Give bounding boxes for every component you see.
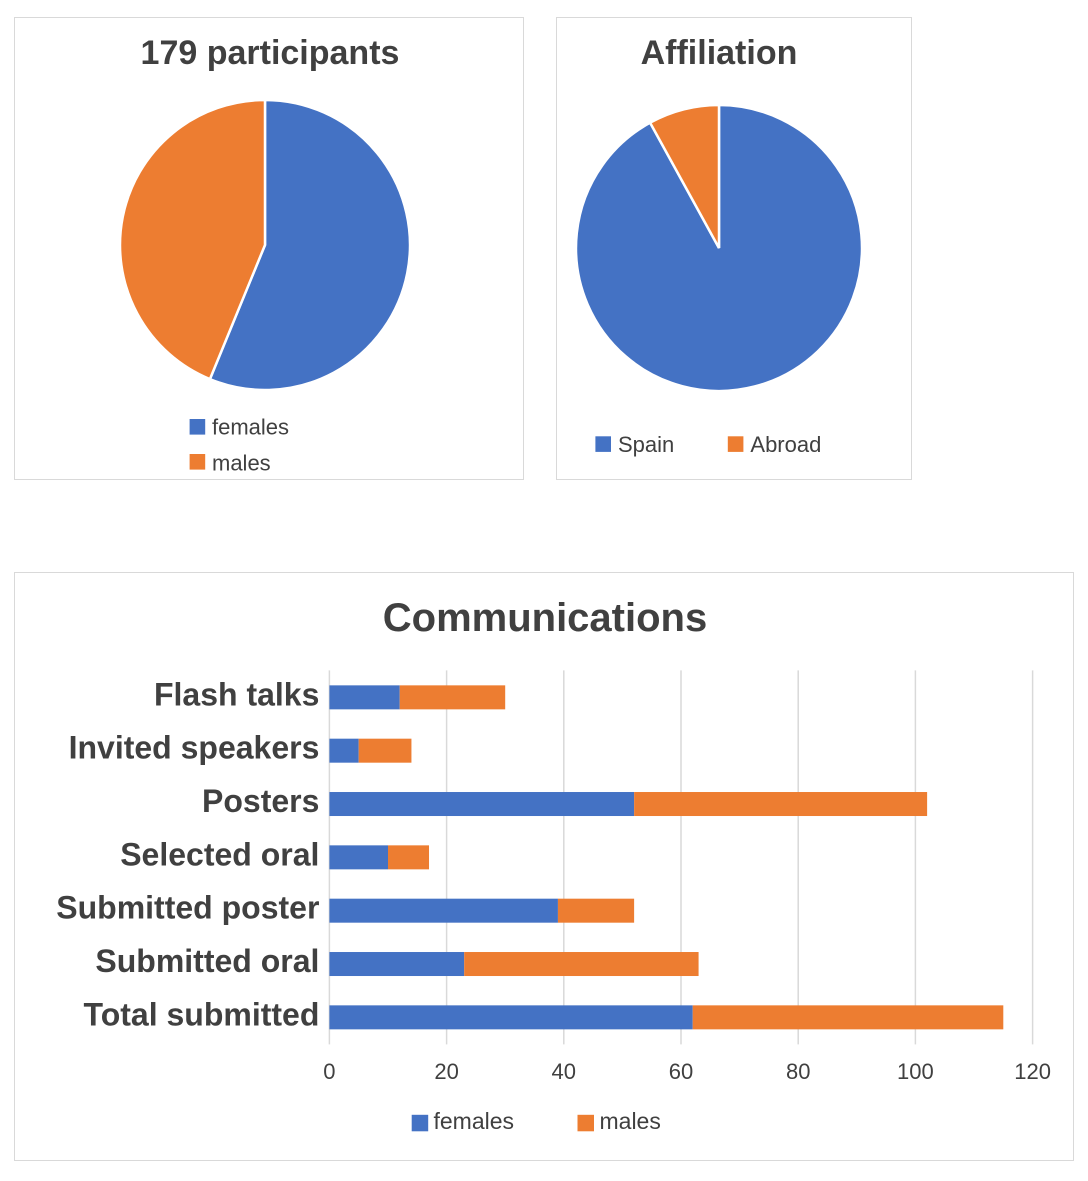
svg-text:Spain: Spain bbox=[618, 432, 674, 457]
svg-text:males: males bbox=[212, 451, 271, 476]
svg-text:Communications: Communications bbox=[383, 596, 707, 640]
svg-text:Submitted poster: Submitted poster bbox=[56, 890, 319, 926]
svg-text:100: 100 bbox=[897, 1059, 934, 1084]
svg-text:Selected oral: Selected oral bbox=[120, 836, 319, 872]
svg-text:Flash talks: Flash talks bbox=[154, 676, 319, 712]
svg-text:40: 40 bbox=[552, 1059, 576, 1084]
svg-text:0: 0 bbox=[323, 1059, 335, 1084]
svg-text:120: 120 bbox=[1014, 1059, 1051, 1084]
svg-text:females: females bbox=[212, 415, 289, 440]
svg-text:Invited speakers: Invited speakers bbox=[69, 730, 320, 766]
svg-text:80: 80 bbox=[786, 1059, 810, 1084]
svg-text:females: females bbox=[434, 1108, 515, 1134]
svg-text:Affiliation: Affiliation bbox=[641, 34, 798, 72]
svg-text:Posters: Posters bbox=[202, 783, 319, 819]
svg-text:males: males bbox=[600, 1108, 661, 1134]
svg-text:179 participants: 179 participants bbox=[141, 34, 400, 72]
svg-text:60: 60 bbox=[669, 1059, 693, 1084]
svg-text:Abroad: Abroad bbox=[750, 432, 821, 457]
svg-text:20: 20 bbox=[434, 1059, 458, 1084]
svg-text:Submitted oral: Submitted oral bbox=[95, 943, 319, 979]
svg-text:Total submitted: Total submitted bbox=[84, 996, 320, 1032]
